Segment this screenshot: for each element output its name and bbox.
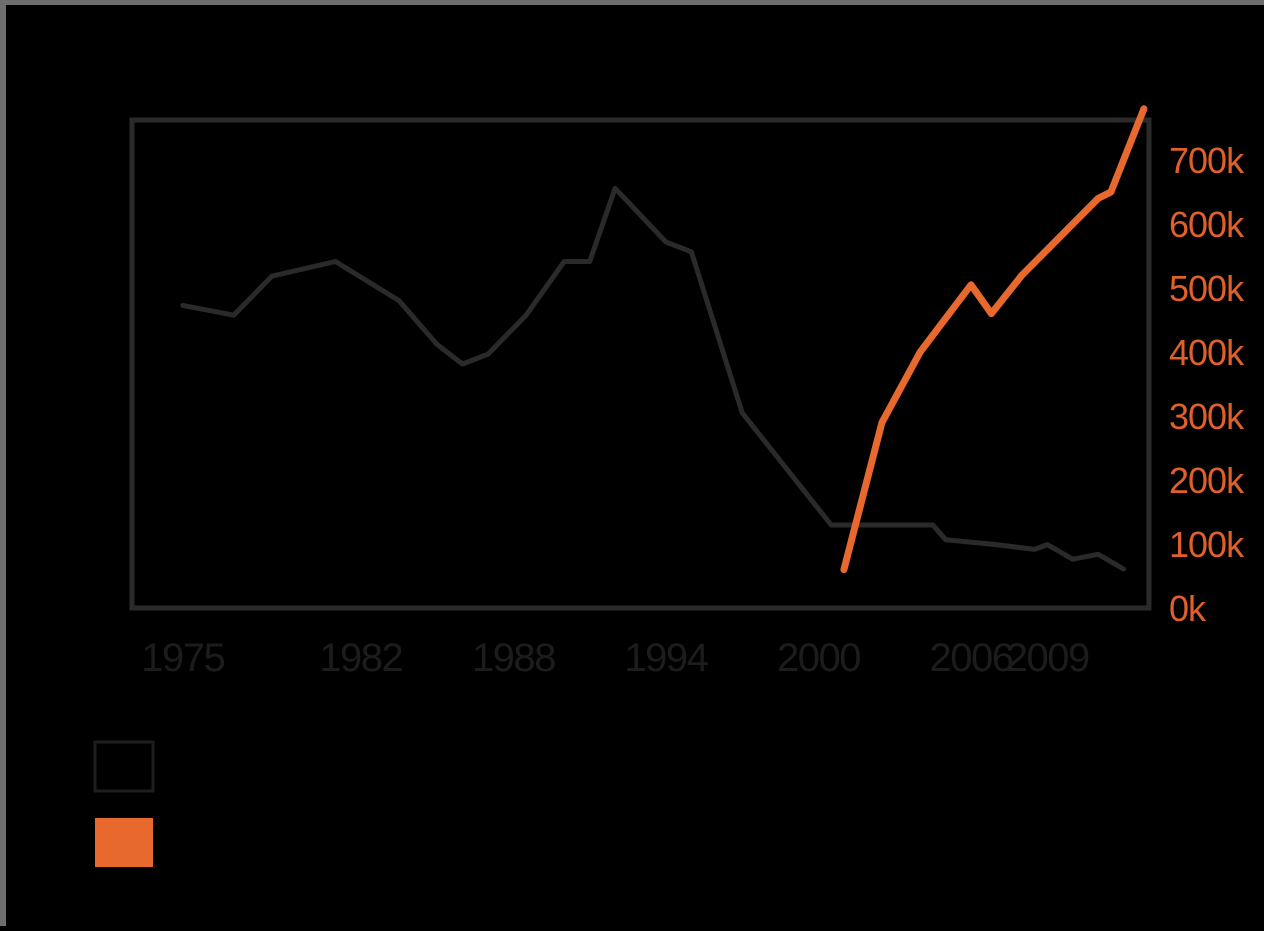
y2-tick-label: 300k xyxy=(1169,396,1245,437)
series-line-1 xyxy=(180,185,1127,572)
y2-tick-label: 0k xyxy=(1169,588,1207,629)
y2-tick-label: 100k xyxy=(1169,524,1245,565)
series-layer xyxy=(180,105,1148,574)
x-axis-ticks: 1975 1982 1988 1994 2000 2006 2009 xyxy=(141,636,1090,680)
x-tick-label: 2000 xyxy=(777,636,860,680)
legend xyxy=(93,740,155,867)
series-line-2 xyxy=(840,105,1148,574)
y2-tick-label: 600k xyxy=(1169,204,1245,245)
x-tick-label: 2006 xyxy=(930,636,1013,680)
y2-axis-ticks: 0k 100k 200k 300k 400k 500k 600k 700k xyxy=(1169,140,1246,629)
y2-tick-label: 400k xyxy=(1169,332,1245,373)
x-tick-label: 1975 xyxy=(141,636,224,680)
line-chart: 1975 1982 1988 1994 2000 2006 2009 0k 10… xyxy=(93,105,1246,867)
x-tick-label: 1994 xyxy=(624,636,708,680)
x-tick-label: 2009 xyxy=(1006,636,1089,680)
x-tick-label: 1982 xyxy=(319,636,402,680)
legend-swatch-series-2 xyxy=(95,818,153,867)
y2-tick-label: 700k xyxy=(1169,140,1245,181)
x-tick-label: 1988 xyxy=(472,636,555,680)
y2-tick-label: 500k xyxy=(1169,268,1245,309)
legend-swatch-series-1 xyxy=(93,740,155,793)
plot-area-border xyxy=(129,117,1152,611)
y2-tick-label: 200k xyxy=(1169,460,1245,501)
